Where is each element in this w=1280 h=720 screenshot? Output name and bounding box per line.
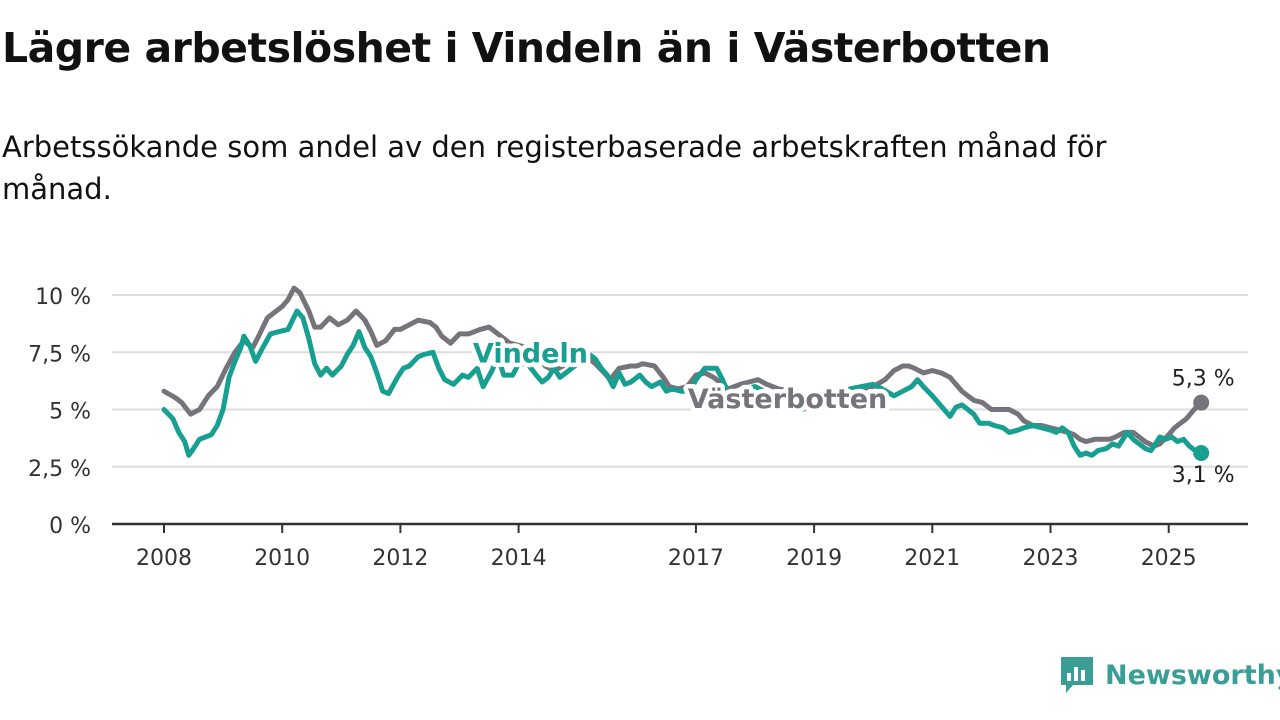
series-line-västerbotten	[161, 285, 1204, 449]
chart-subtitle: Arbetssökande som andel av den registerb…	[2, 130, 1107, 206]
series-end-label: 5,3 %	[1172, 367, 1235, 392]
series-name-label: Västerbotten	[688, 384, 887, 415]
grid-lines	[112, 294, 1248, 468]
x-tick-label: 2012	[372, 546, 428, 571]
y-tick-label: 10 %	[35, 285, 91, 310]
axes: 0 % 2,5 % 5 % 7,5 % 10 % 2008 2010 2012 2014 2017…	[28, 285, 1248, 571]
chart-title: Lägre arbetslöshet i Vindeln än i Väster…	[2, 24, 1051, 72]
series-end-marker	[1193, 394, 1210, 411]
series-lines	[161, 285, 1210, 462]
x-tick-label: 2010	[254, 546, 310, 571]
x-tick-label: 2023	[1023, 546, 1079, 571]
x-tick-label: 2021	[904, 546, 960, 571]
y-tick-label: 5 %	[49, 400, 91, 425]
brand-name: Newsworthy	[1105, 659, 1280, 691]
series-end-marker	[1193, 445, 1210, 462]
y-tick-label: 2,5 %	[28, 457, 91, 482]
x-tick-label: 2008	[136, 546, 192, 571]
series-labels: 5,3 % 3,1 % Vindeln Västerbotten	[468, 334, 1235, 488]
newsworthy-logo-icon	[1061, 657, 1093, 693]
y-tick-label: 0 %	[49, 514, 91, 539]
newsworthy-logo: Newsworthy	[1059, 654, 1280, 696]
series-name-label: Vindeln	[473, 338, 588, 369]
x-tick-label: 2019	[786, 546, 842, 571]
x-tick-label: 2017	[668, 546, 724, 571]
series-end-label: 3,1 %	[1172, 463, 1235, 488]
series-line-vindeln	[161, 308, 1204, 458]
y-tick-label: 7,5 %	[28, 342, 91, 367]
x-tick-label: 2025	[1141, 546, 1197, 571]
x-tick-label: 2014	[491, 546, 547, 571]
